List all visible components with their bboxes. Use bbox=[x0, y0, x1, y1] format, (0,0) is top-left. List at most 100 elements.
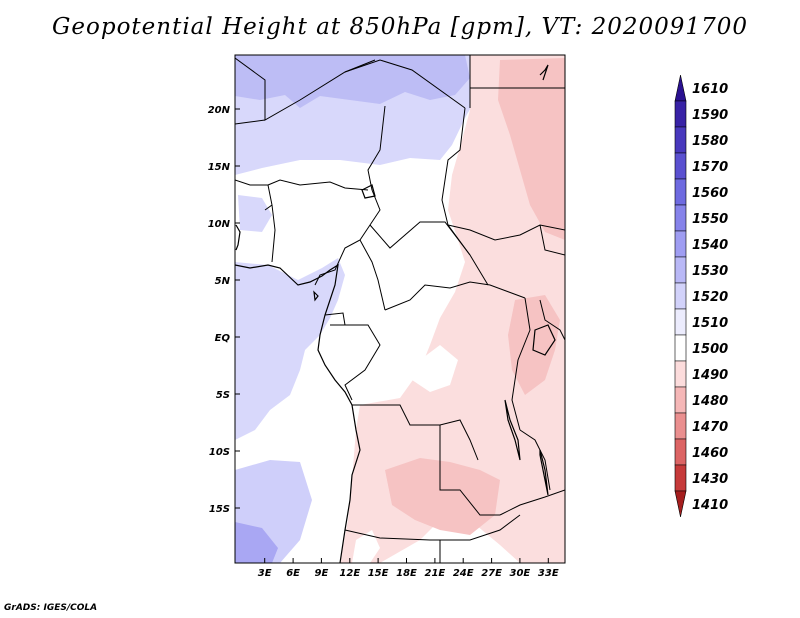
axis-ticks bbox=[235, 108, 549, 563]
colorbar-label: 1590 bbox=[692, 108, 728, 123]
lon-label: 12E bbox=[339, 568, 360, 579]
border-mali-niger bbox=[235, 119, 266, 125]
lake-victoria bbox=[532, 324, 556, 356]
colorbar-label: 1540 bbox=[692, 238, 728, 253]
colorbar-label: 1570 bbox=[692, 160, 728, 175]
colorbar-label: 1580 bbox=[692, 134, 728, 149]
colorbar-label: 1500 bbox=[692, 342, 728, 357]
lon-label: 15E bbox=[368, 568, 389, 579]
colorbar-segment bbox=[674, 230, 687, 258]
colorbar-segment bbox=[674, 308, 687, 336]
lon-label: 18E bbox=[396, 568, 417, 579]
lat-label: 10N bbox=[208, 219, 231, 230]
lon-label: 33E bbox=[538, 568, 559, 579]
colorbar-segment bbox=[674, 152, 687, 180]
border-niger-nigeria bbox=[267, 179, 369, 191]
colorbar-label: 1490 bbox=[692, 368, 728, 383]
border-sudan-ss bbox=[447, 224, 565, 241]
border-niger-libya-chad bbox=[344, 59, 466, 109]
colorbar-label: 1530 bbox=[692, 264, 728, 279]
chart-title: Geopotential Height at 850hPa [gpm], VT:… bbox=[52, 14, 748, 40]
border-burkina bbox=[235, 179, 273, 211]
lake-chad bbox=[361, 184, 376, 199]
field-east-1490 bbox=[498, 58, 565, 240]
field-east-1500 bbox=[340, 55, 565, 563]
height-field bbox=[235, 55, 565, 563]
border-zambia-zimbabwe bbox=[499, 489, 565, 516]
border-gabon-congo bbox=[324, 312, 346, 326]
border-ss-ethiopia bbox=[539, 224, 565, 256]
lat-label: 15N bbox=[208, 162, 231, 173]
border-niger-chad bbox=[367, 105, 386, 191]
lake-tanganyika bbox=[504, 399, 521, 461]
lat-label: 10S bbox=[209, 447, 230, 458]
coast-bioko bbox=[313, 290, 319, 302]
lat-label: 15S bbox=[209, 504, 230, 515]
border-benin-nigeria bbox=[271, 204, 276, 263]
colorbar-label: 1520 bbox=[692, 290, 728, 305]
country-borders bbox=[235, 55, 565, 563]
colorbar-segment bbox=[674, 490, 687, 518]
coastlines bbox=[235, 64, 556, 563]
field-sw-1530 bbox=[235, 522, 278, 563]
colorbar-label: 1460 bbox=[692, 446, 728, 461]
colorbar-segment bbox=[674, 74, 687, 102]
colorbar: 1610 1590 1580 1570 1560 1550 1540 1530 1520 1510… bbox=[674, 74, 728, 518]
colorbar-segment bbox=[674, 282, 687, 310]
field-sahel-blue bbox=[238, 195, 272, 232]
field-north-1530 bbox=[235, 55, 470, 108]
lat-label: 5S bbox=[216, 390, 230, 401]
border-chad-car bbox=[369, 221, 471, 256]
lon-label: 3E bbox=[258, 568, 272, 579]
lat-label: 5N bbox=[215, 276, 231, 287]
lon-label: 6E bbox=[286, 568, 300, 579]
colorbar-segment bbox=[674, 334, 687, 362]
colorbar-label: 1610 bbox=[692, 82, 728, 97]
coast-west-africa bbox=[235, 263, 361, 563]
colorbar-label: 1550 bbox=[692, 212, 728, 227]
colorbar-label: 1410 bbox=[692, 498, 728, 513]
lon-label: 27E bbox=[481, 568, 502, 579]
border-car-drc bbox=[384, 281, 526, 311]
colorbar-label: 1470 bbox=[692, 420, 728, 435]
lon-label: 9E bbox=[315, 568, 329, 579]
colorbar-segment bbox=[674, 178, 687, 206]
field-sw-white bbox=[352, 530, 380, 563]
border-drc-uganda bbox=[511, 297, 531, 431]
border-congo-drc bbox=[344, 324, 381, 401]
field-gulf-1520 bbox=[235, 258, 345, 440]
lake-malawi bbox=[539, 449, 549, 496]
colorbar-segment bbox=[674, 386, 687, 414]
colorbar-segment bbox=[674, 204, 687, 232]
lat-label: 20N bbox=[208, 105, 231, 116]
border-nigeria-cameroon bbox=[314, 189, 381, 286]
border-angola-zambia bbox=[439, 425, 500, 516]
map-frame bbox=[234, 54, 566, 564]
coast-west-islands bbox=[235, 224, 241, 251]
lat-label: EQ bbox=[215, 333, 231, 344]
lon-label: 24E bbox=[453, 568, 474, 579]
border-kenya-uganda bbox=[539, 299, 565, 341]
colorbar-label: 1560 bbox=[692, 186, 728, 201]
coast-red-sea bbox=[539, 64, 549, 81]
border-angola-namibia bbox=[344, 514, 521, 541]
lon-labels: 3E 6E 9E 12E 15E 18E 21E 24E 27E 30E 33E bbox=[258, 568, 559, 579]
grads-credit: GrADS: IGES/COLA bbox=[4, 603, 98, 613]
lon-label: 30E bbox=[510, 568, 531, 579]
colorbar-label: 1430 bbox=[692, 472, 728, 487]
colorbar-segment bbox=[674, 464, 687, 492]
colorbar-label: 1480 bbox=[692, 394, 728, 409]
field-south-1490 bbox=[385, 458, 500, 535]
colorbar-segment bbox=[674, 100, 687, 128]
colorbar-label: 1510 bbox=[692, 316, 728, 331]
colorbar-segment bbox=[674, 412, 687, 440]
lon-label: 21E bbox=[425, 568, 446, 579]
colorbar-segment bbox=[674, 438, 687, 466]
colorbar-segment bbox=[674, 256, 687, 284]
colorbar-segment bbox=[674, 360, 687, 388]
colorbar-segment bbox=[674, 126, 687, 154]
border-cameroon-car bbox=[359, 239, 386, 311]
field-congo-white bbox=[412, 345, 458, 392]
lat-labels: 20N 15N 10N 5N EQ 5S 10S 15S bbox=[208, 105, 231, 515]
